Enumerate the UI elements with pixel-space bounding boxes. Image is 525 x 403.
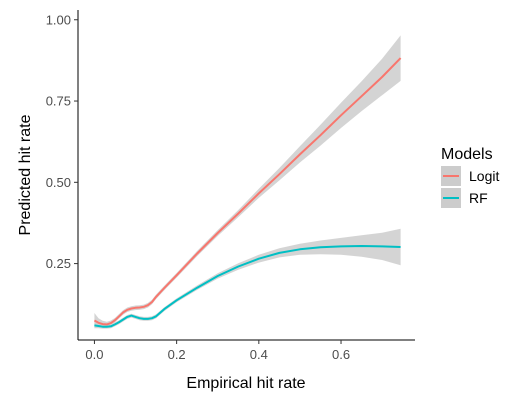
y-axis-title: Predicted hit rate	[17, 114, 34, 235]
x-tick-label: 0.0	[85, 347, 103, 362]
x-ticks: 0.0 0.2 0.4 0.6	[85, 340, 350, 362]
y-ticks: 0.25 0.50 0.75 1.00	[46, 12, 78, 271]
confidence-band-logit	[94, 35, 401, 327]
legend-title: Models	[441, 146, 493, 163]
y-tick-label: 0.50	[46, 175, 71, 190]
y-tick-label: 1.00	[46, 12, 71, 27]
y-tick-label: 0.75	[46, 94, 71, 109]
x-tick-label: 0.2	[168, 347, 186, 362]
series-line-logit	[93, 57, 402, 326]
lines-layer	[93, 57, 402, 328]
x-tick-label: 0.4	[250, 347, 268, 362]
legend: Models Logit RF	[441, 146, 499, 208]
legend-label-rf: RF	[469, 190, 488, 206]
axes	[77, 10, 415, 341]
bands-layer	[94, 35, 401, 329]
legend-item-rf: RF	[441, 188, 488, 208]
x-axis-title: Empirical hit rate	[186, 375, 305, 392]
x-tick-label: 0.6	[332, 347, 350, 362]
legend-item-logit: Logit	[441, 166, 499, 186]
series-line-rf	[94, 245, 401, 328]
confidence-band-rf	[94, 228, 401, 329]
y-tick-label: 0.25	[46, 256, 71, 271]
legend-label-logit: Logit	[469, 168, 499, 184]
